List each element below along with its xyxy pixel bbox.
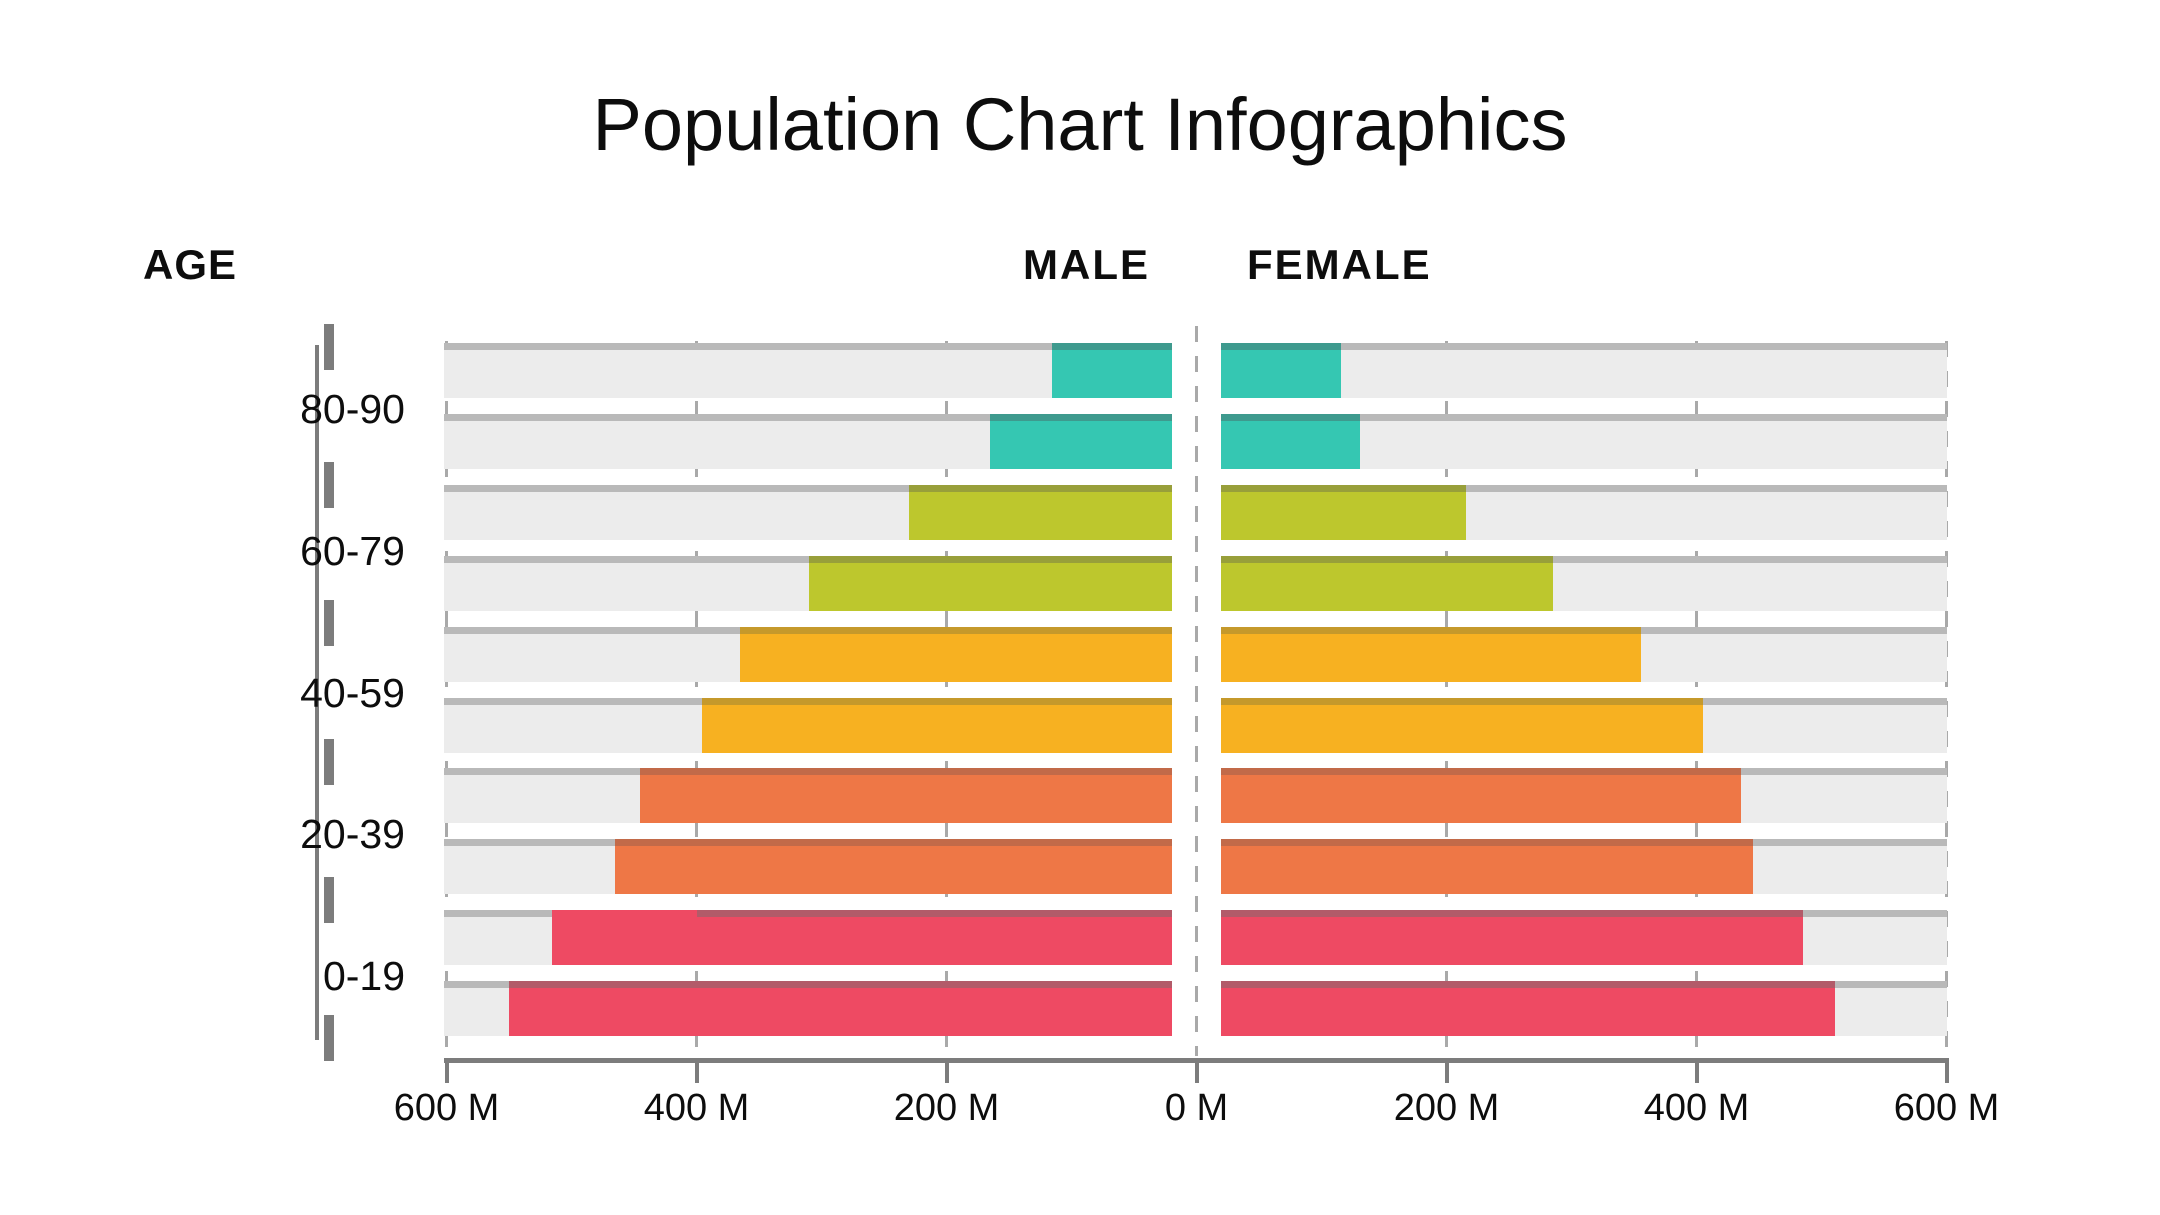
track-edge-highlight: [444, 413, 1172, 421]
value-axis-tick: [1694, 1058, 1699, 1083]
age-axis-tick: [324, 462, 334, 509]
chart-title: Population Chart Infographics: [592, 83, 1568, 166]
track-edge-highlight: [444, 343, 1172, 350]
male-bar: [739, 626, 1172, 682]
female-bar-track: [1221, 343, 1947, 398]
value-axis-tick: [1944, 1058, 1949, 1083]
bar-edge-shade: [1221, 981, 1835, 989]
value-axis-tick-label: 400 M: [643, 1087, 750, 1129]
female-bar: [1221, 343, 1341, 398]
bar-edge-shade: [1221, 343, 1341, 350]
track-edge-highlight: [1221, 413, 1947, 421]
value-axis-tick: [1444, 1058, 1449, 1083]
age-axis-tick: [324, 738, 334, 785]
track-edge-highlight: [444, 484, 1172, 492]
value-axis-tick-label: 0 M: [1164, 1087, 1229, 1129]
bar-edge-shade: [1221, 555, 1554, 563]
male-bar: [614, 839, 1172, 895]
track-edge-highlight: [1221, 343, 1947, 350]
female-bar: [1221, 697, 1704, 753]
bar-edge-shade: [989, 413, 1172, 421]
value-axis-tick-label: 200 M: [1393, 1087, 1500, 1129]
bar-edge-shade: [808, 555, 1172, 563]
age-axis-title: AGE: [143, 241, 238, 288]
female-bar: [1221, 626, 1641, 682]
value-axis-tick-label: 600 M: [393, 1087, 500, 1129]
male-bar: [908, 484, 1172, 540]
male-column-header: MALE: [1023, 241, 1150, 288]
bar-edge-shade: [614, 839, 1172, 847]
age-group-label: 80-90: [300, 386, 405, 432]
bar-edge-shade: [702, 697, 1172, 705]
value-axis-tick: [944, 1058, 949, 1083]
female-bar: [1221, 413, 1360, 469]
bar-edge-shade: [908, 484, 1172, 492]
male-bar: [989, 413, 1172, 469]
value-axis-tick-label: 600 M: [1893, 1087, 2000, 1129]
bar-edge-shade: [1221, 839, 1754, 847]
male-bar-track: [444, 343, 1172, 398]
value-axis-tick: [444, 1058, 449, 1083]
male-bar: [808, 555, 1172, 611]
male-bar: [702, 697, 1172, 753]
female-bar: [1221, 910, 1804, 966]
bar-edge-shade: [508, 981, 1172, 989]
zero-gridline: [1195, 326, 1198, 1056]
male-bar: [508, 981, 1172, 1037]
female-bar: [1221, 839, 1754, 895]
bar-edge-shade: [1052, 343, 1172, 350]
bar-edge-shade: [1221, 626, 1641, 634]
bar-edge-shade: [639, 768, 1172, 776]
female-column-header: FEMALE: [1247, 241, 1432, 288]
male-bar: [552, 910, 1172, 966]
age-group-label: 40-59: [300, 669, 405, 716]
female-bar: [1221, 981, 1835, 1037]
age-axis-tick: [324, 324, 334, 370]
age-axis-tick: [324, 1015, 334, 1061]
age-axis-tick: [324, 876, 334, 923]
bar-edge-shade: [1221, 910, 1804, 918]
bar-edge-shade: [1221, 697, 1704, 705]
age-group-label: 20-39: [300, 811, 405, 858]
bar-edge-shade: [1221, 768, 1741, 776]
female-bar: [1221, 555, 1554, 611]
male-bar: [1052, 343, 1172, 398]
bar-edge-shade: [1221, 413, 1360, 421]
age-group-label: 60-79: [300, 527, 405, 574]
track-edge-highlight: [444, 555, 1172, 563]
value-axis-tick: [694, 1058, 699, 1083]
value-axis-tick: [1194, 1058, 1199, 1083]
bar-edge-shade: [739, 626, 1172, 634]
age-group-label: 0-19: [322, 953, 405, 1000]
track-edge-highlight: [1221, 555, 1947, 563]
male-bar: [639, 768, 1172, 824]
age-axis-tick: [324, 600, 334, 647]
track-edge-highlight: [1221, 484, 1947, 492]
female-bar: [1221, 768, 1741, 824]
bar-edge-shade: [697, 910, 1172, 918]
bar-edge-shade: [1221, 484, 1466, 492]
female-bar: [1221, 484, 1466, 540]
age-axis-line: [315, 345, 319, 1040]
value-axis-tick-label: 400 M: [1643, 1087, 1750, 1129]
value-axis-tick-label: 200 M: [893, 1087, 1000, 1129]
